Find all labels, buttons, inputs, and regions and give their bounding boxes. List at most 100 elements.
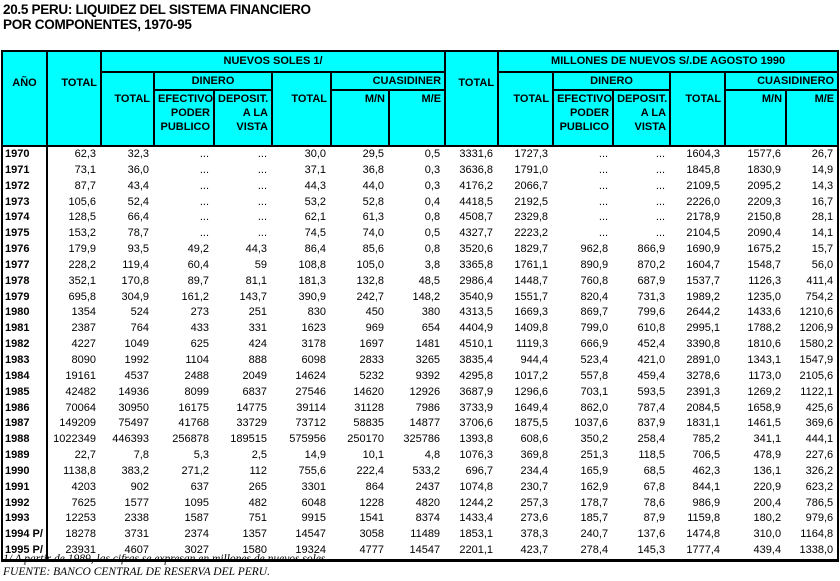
value-cell: 14,9 <box>786 162 840 179</box>
value-cell: 870,2 <box>613 257 671 274</box>
value-cell: 439,4 <box>725 543 787 562</box>
value-cell: ... <box>553 146 614 163</box>
table-row: 1978 352,1 170,8 89,7 81,1 181,3 132,8 48,5 2986… <box>1 273 840 290</box>
value-cell: 14547 <box>389 543 446 562</box>
value-cell: 2105,6 <box>786 368 840 385</box>
value-cell: 2201,1 <box>445 543 499 562</box>
value-cell: 2150,8 <box>725 210 787 227</box>
header-group-millones-agosto-1990: MILLONES DE NUEVOS S/.DE AGOSTO 1990 <box>497 50 840 73</box>
value-cell: 23931 <box>47 543 101 562</box>
value-cell: 14,9 <box>272 448 331 464</box>
value-cell: 16,7 <box>786 194 840 211</box>
value-cell: 830 <box>272 305 331 322</box>
value-cell: 36,0 <box>101 162 154 179</box>
value-cell: 1433,4 <box>445 511 499 528</box>
value-cell: ... <box>613 146 671 163</box>
value-cell: 2437 <box>389 479 446 496</box>
table-row: 1985 42482 14936 8099 6837 27546 14620 12926 368… <box>1 384 840 401</box>
table-row: 1983 8090 1992 1104 888 6098 2833 3265 3835,4 944… <box>1 352 840 369</box>
value-cell: ... <box>154 194 214 211</box>
value-cell: 143,7 <box>214 289 272 306</box>
value-cell: 575956 <box>272 432 331 449</box>
value-cell: 4227 <box>47 337 101 353</box>
header-dinero-right: DINERO <box>552 71 672 91</box>
value-cell: 593,5 <box>613 384 671 401</box>
table-row: 1991 4203 902 637 265 3301 864 2437 1074,8 230,7 1… <box>1 479 840 496</box>
table-row: 1976 179,9 93,5 49,2 44,3 86,4 85,6 0,8 3520,6 18… <box>1 242 840 258</box>
value-cell: 524 <box>101 305 154 322</box>
value-cell: 0,8 <box>389 242 446 258</box>
table-row: 1987 149209 75497 41768 33729 73712 58835 14877… <box>1 416 840 433</box>
value-cell: 1777,4 <box>670 543 726 562</box>
value-cell: 1235,0 <box>725 289 787 306</box>
value-cell: 41768 <box>154 416 214 433</box>
value-cell: ... <box>154 146 214 163</box>
value-cell: 73712 <box>272 416 331 433</box>
header-cuasidinero-left: CUASIDINER <box>329 71 447 91</box>
value-cell: 7625 <box>47 495 101 512</box>
value-cell: 1853,1 <box>445 527 499 544</box>
year-cell: 1978 <box>1 273 48 290</box>
value-cell: 2,5 <box>214 448 272 464</box>
value-cell: 44,0 <box>331 178 389 195</box>
value-cell: 200,4 <box>725 495 787 512</box>
value-cell: 411,4 <box>786 273 840 290</box>
year-cell: 1987 <box>1 416 48 433</box>
value-cell: 637 <box>154 479 214 496</box>
value-cell: 1669,3 <box>498 305 554 322</box>
table-row: 1974 128,5 66,4...... 62,1 61,3 0,8 4508,7 2329… <box>1 210 840 227</box>
value-cell: 2209,3 <box>725 194 787 211</box>
header-mn-right: M/N <box>724 89 788 147</box>
value-cell: 0,3 <box>389 162 446 179</box>
value-cell: ... <box>553 178 614 195</box>
value-cell: 3540,9 <box>445 289 499 306</box>
value-cell: 4508,7 <box>445 210 499 227</box>
value-cell: 1296,6 <box>498 384 554 401</box>
value-cell: 350,2 <box>553 432 614 449</box>
value-cell: 42482 <box>47 384 101 401</box>
value-cell: ... <box>553 162 614 179</box>
year-cell: 1971 <box>1 162 48 179</box>
value-cell: 444,1 <box>786 432 840 449</box>
value-cell: 70064 <box>47 400 101 417</box>
header-efectivo-left: EFECTIVO PODER PUBLICO <box>153 89 215 147</box>
value-cell: 625 <box>154 337 214 353</box>
value-cell: 304,9 <box>101 289 154 306</box>
page-title: 20.5 PERU: LIQUIDEZ DEL SISTEMA FINANCIE… <box>3 2 311 32</box>
value-cell: 421,0 <box>613 352 671 369</box>
value-cell: 1338,0 <box>786 543 840 562</box>
value-cell: ... <box>154 162 214 179</box>
value-cell: 969 <box>331 321 389 338</box>
value-cell: 482 <box>214 495 272 512</box>
value-cell: 1604,7 <box>670 257 726 274</box>
value-cell: 352,1 <box>47 273 101 290</box>
value-cell: 0,4 <box>389 194 446 211</box>
year-cell: 1994 P/ <box>1 527 48 544</box>
value-cell: 180,2 <box>725 511 787 528</box>
value-cell: 161,2 <box>154 289 214 306</box>
value-cell: 179,9 <box>47 242 101 258</box>
table-row: 1973 105,6 52,4...... 53,2 52,8 0,4 4418,5 2192… <box>1 194 840 211</box>
value-cell: 478,9 <box>725 448 787 464</box>
value-cell: 78,7 <box>101 226 154 243</box>
value-cell: 1017,2 <box>498 368 554 385</box>
value-cell: 2986,4 <box>445 273 499 290</box>
value-cell: 799,6 <box>613 305 671 322</box>
value-cell: ... <box>214 178 272 195</box>
table-row: 1995 P/23931 4607 3027 1580 19324 4777 14547 22… <box>1 543 840 562</box>
value-cell: 19324 <box>272 543 331 562</box>
value-cell: 240,7 <box>553 527 614 544</box>
value-cell: 1076,3 <box>445 448 499 464</box>
value-cell: 56,0 <box>786 257 840 274</box>
value-cell: 864 <box>331 479 389 496</box>
value-cell: 799,0 <box>553 321 614 338</box>
value-cell: 1580 <box>214 543 272 562</box>
year-cell: 1982 <box>1 337 48 353</box>
value-cell: 128,5 <box>47 210 101 227</box>
table-row: 1980 1354 524 273 251 830 450 380 4313,5 1669,3 86… <box>1 305 840 322</box>
value-cell: 1269,2 <box>725 384 787 401</box>
header-total-cuasi-ns: TOTAL <box>271 71 332 147</box>
value-cell: 185,7 <box>553 511 614 528</box>
value-cell: 119,4 <box>101 257 154 274</box>
value-cell: 66,4 <box>101 210 154 227</box>
